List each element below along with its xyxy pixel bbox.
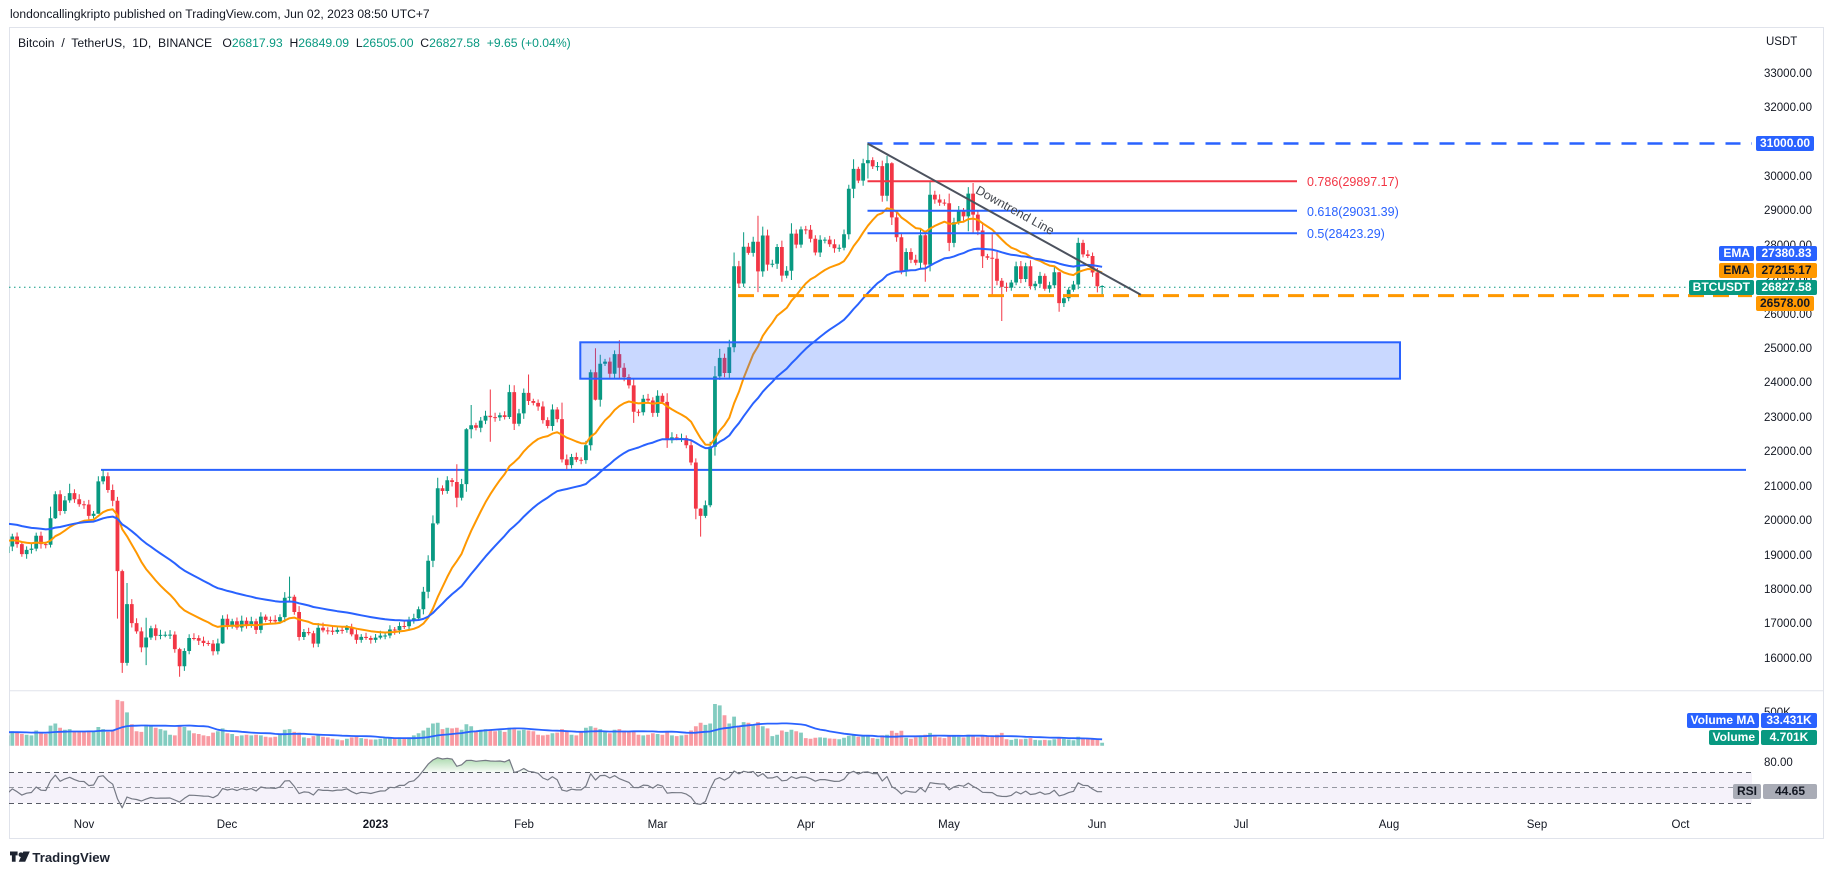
svg-text:TradingView: TradingView: [32, 850, 110, 865]
